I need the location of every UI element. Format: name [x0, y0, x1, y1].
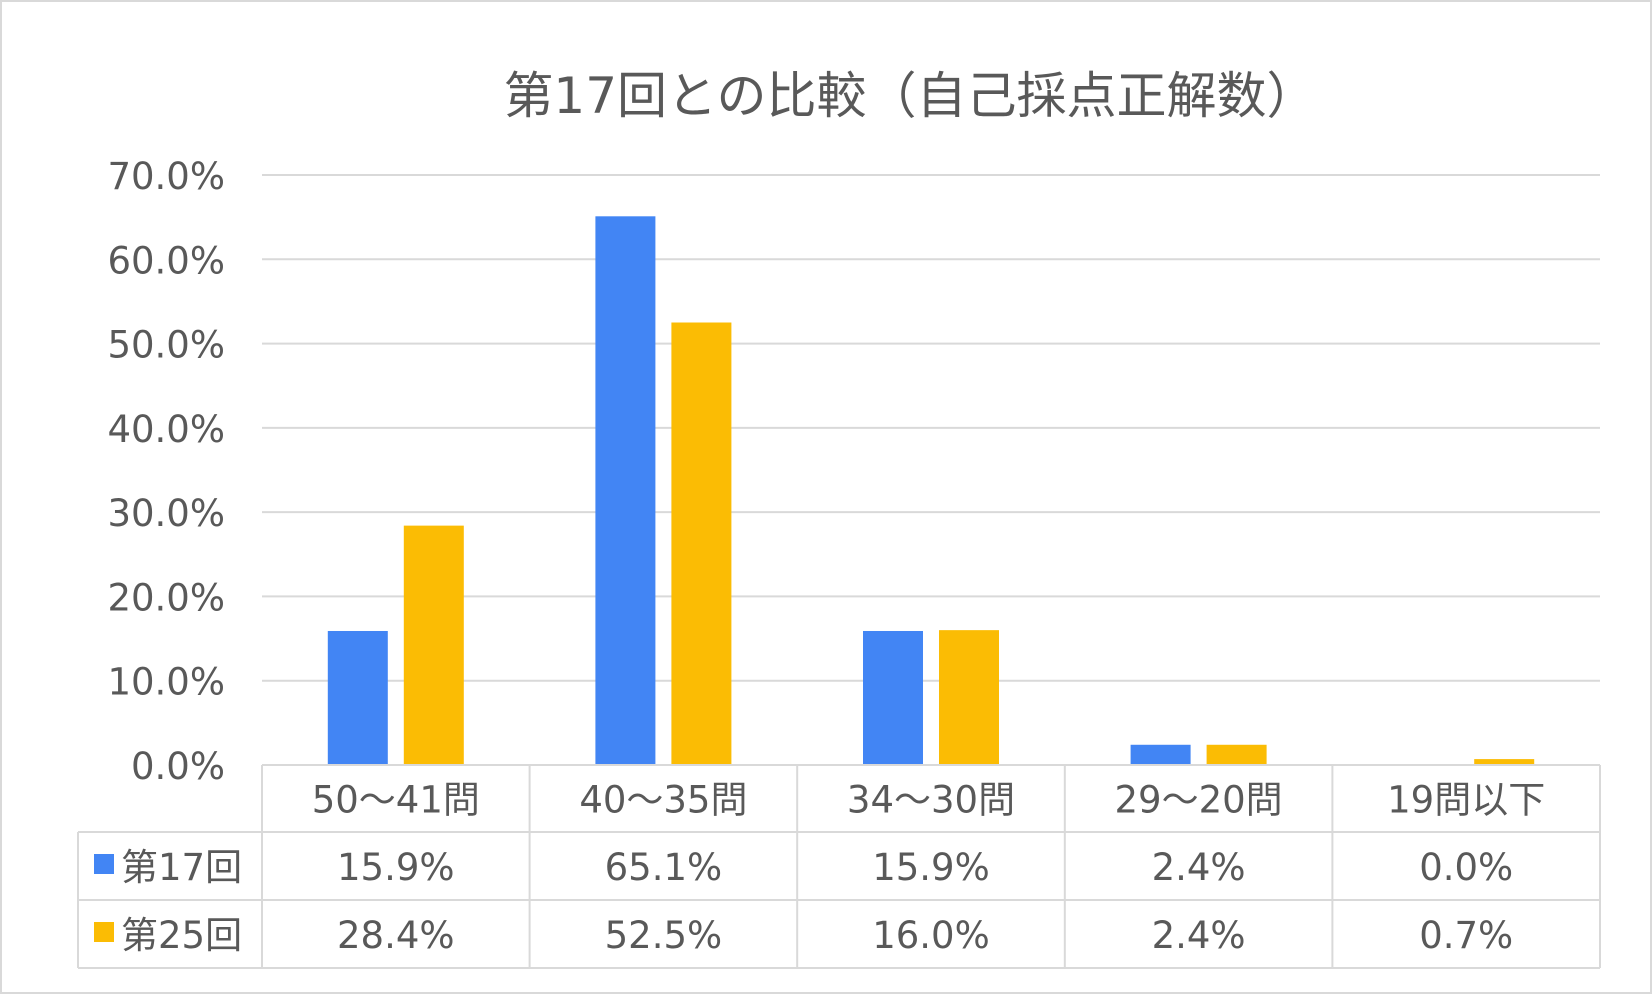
y-tick-label: 50.0% [107, 324, 225, 367]
legend-key [94, 854, 114, 874]
bar [1206, 744, 1267, 765]
table-cell-value: 0.0% [1419, 846, 1513, 889]
bar [327, 630, 388, 765]
x-category-label: 40～35問 [579, 779, 747, 822]
x-category-label: 19問以下 [1387, 779, 1545, 822]
legend-key [94, 922, 114, 942]
bar [671, 322, 732, 765]
bars [327, 216, 1535, 766]
bar [1474, 759, 1535, 765]
y-tick-label: 40.0% [107, 408, 225, 451]
x-category-label: 34～30問 [847, 779, 1015, 822]
table-cell-value: 16.0% [872, 914, 990, 957]
y-tick-label: 10.0% [107, 661, 225, 704]
y-axis: 0.0% 10.0% 20.0% 30.0% 40.0% 50.0% 60.0% 70.0% [107, 155, 225, 788]
table-cell-value: 28.4% [337, 914, 455, 957]
legend-label: 第25回 [121, 914, 242, 957]
x-category-label: 50～41問 [312, 779, 480, 822]
bar [939, 630, 999, 765]
y-tick-label: 70.0% [107, 155, 225, 198]
x-category-label: 29～20問 [1115, 779, 1283, 822]
table-cell-value: 65.1% [605, 846, 723, 889]
y-tick-label: 0.0% [131, 745, 225, 788]
table-cell-value: 2.4% [1152, 914, 1246, 957]
bar [595, 216, 656, 766]
table-cell-value: 0.7% [1419, 914, 1513, 957]
bar [1130, 744, 1191, 765]
table-cell-value: 52.5% [605, 914, 723, 957]
bar [403, 525, 464, 765]
table-cell-value: 2.4% [1152, 846, 1246, 889]
y-tick-label: 20.0% [107, 576, 225, 619]
legend-label: 第17回 [121, 846, 242, 889]
y-tick-label: 60.0% [107, 239, 225, 282]
table-cell-value: 15.9% [872, 846, 990, 889]
bar [863, 630, 923, 765]
y-tick-label: 30.0% [107, 492, 225, 535]
chart-title: 第17回との比較（自己採点正解数） [503, 67, 1316, 125]
table-cell-value: 15.9% [337, 846, 455, 889]
gridlines [262, 174, 1600, 682]
